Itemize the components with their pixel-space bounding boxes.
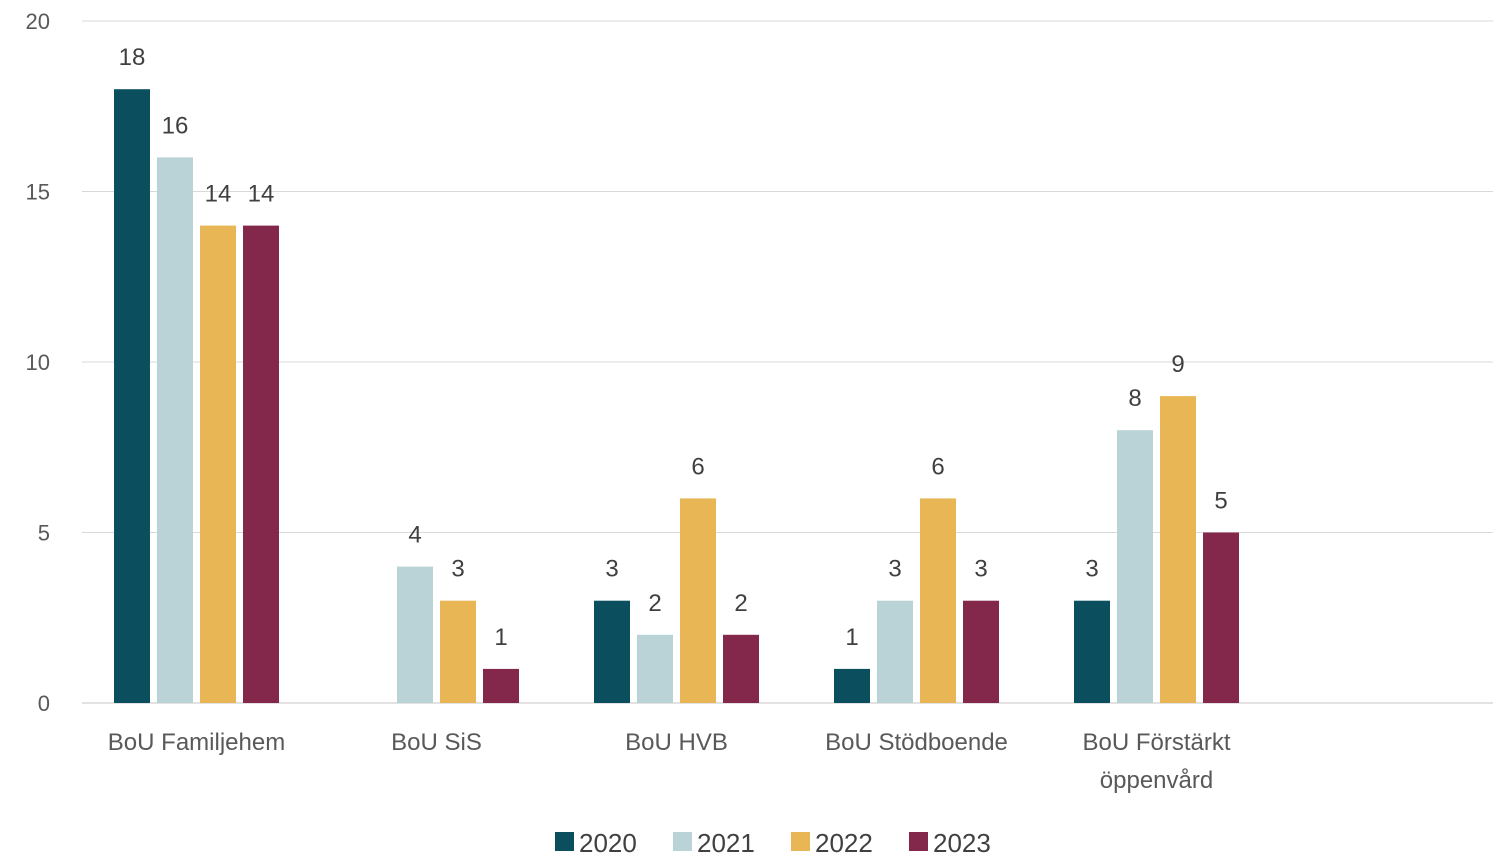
bar: [1117, 430, 1153, 703]
data-label: 3: [451, 556, 464, 583]
bar: [834, 668, 870, 703]
y-tick-label: 15: [26, 180, 50, 205]
bar: [594, 600, 630, 703]
bar: [1074, 600, 1110, 703]
x-category-label: öppenvård: [1100, 767, 1213, 794]
bar: [440, 600, 476, 703]
data-label: 3: [974, 556, 987, 583]
data-label: 2: [648, 590, 661, 617]
data-label: 5: [1214, 488, 1227, 515]
y-tick-label: 20: [26, 9, 50, 34]
x-category-label: BoU Familjehem: [108, 729, 285, 756]
bar: [963, 600, 999, 703]
y-tick-label: 10: [26, 350, 50, 375]
data-label: 3: [888, 556, 901, 583]
bar: [877, 600, 913, 703]
x-axis-categories: BoU Familjehem BoU SiS BoU HVB BoU Stödboen…: [108, 729, 1231, 794]
bar: [723, 634, 759, 703]
data-label: 16: [162, 112, 189, 139]
x-category-label: BoU SiS: [391, 729, 482, 756]
data-label: 8: [1128, 385, 1141, 412]
legend-label: 2021: [697, 828, 755, 858]
y-tick-label: 0: [38, 691, 50, 716]
bar: [200, 225, 236, 703]
bar: [397, 566, 433, 703]
data-label: 14: [248, 181, 275, 208]
y-axis-ticks: 0 5 10 15 20: [26, 9, 50, 716]
legend-swatch: [791, 832, 810, 851]
legend-label: 2020: [579, 828, 637, 858]
data-label: 3: [605, 556, 618, 583]
data-label: 3: [1085, 556, 1098, 583]
x-category-label: BoU HVB: [625, 729, 728, 756]
data-label: 6: [931, 453, 944, 480]
bar: [243, 225, 279, 703]
data-label: 2: [734, 590, 747, 617]
legend-swatch: [555, 832, 574, 851]
x-category-label: BoU Stödboende: [825, 729, 1008, 756]
bar: [680, 498, 716, 703]
y-tick-label: 5: [38, 521, 50, 546]
data-label: 4: [408, 522, 421, 549]
bar: [920, 498, 956, 703]
legend-label: 2022: [815, 828, 873, 858]
data-label: 1: [494, 624, 507, 651]
grid: [82, 20, 1493, 704]
data-labels: 18 16 14 14 4 3 1 3 2 6 2 1 3 6 3 3 8 9 5: [119, 44, 1228, 651]
legend-label: 2023: [933, 828, 991, 858]
legend-swatch: [673, 832, 692, 851]
data-label: 18: [119, 44, 146, 71]
legend-swatch: [909, 832, 928, 851]
data-label: 9: [1171, 351, 1184, 378]
data-label: 1: [845, 624, 858, 651]
bar: [157, 157, 193, 703]
bars: [114, 89, 1239, 703]
data-label: 6: [691, 453, 704, 480]
legend: 2020 2021 2022 2023: [555, 828, 991, 858]
bar: [114, 89, 150, 703]
data-label: 14: [205, 181, 232, 208]
bar: [1203, 532, 1239, 703]
bar: [637, 634, 673, 703]
bar: [1160, 396, 1196, 703]
bar: [483, 668, 519, 703]
x-category-label: BoU Förstärkt: [1082, 729, 1230, 756]
